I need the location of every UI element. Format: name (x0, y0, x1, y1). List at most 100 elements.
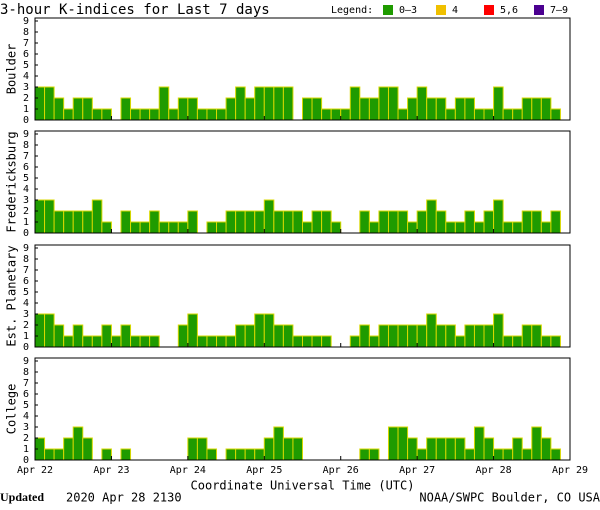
bar (72, 324, 84, 348)
bar (139, 108, 151, 121)
bar (493, 448, 504, 461)
y-tick-label: 0 (23, 115, 29, 126)
bar (282, 324, 294, 348)
plot-frame (34, 130, 571, 234)
y-tick-label: 1 (23, 331, 29, 342)
y-tick-label: 2 (23, 320, 29, 331)
bar (397, 324, 409, 348)
bar (130, 335, 141, 348)
y-tick-label: 9 (23, 243, 29, 254)
x-tick-label: Apr 25 (246, 465, 282, 476)
bar (101, 108, 112, 121)
bar (550, 335, 561, 348)
bar (168, 221, 179, 234)
bar (149, 335, 160, 348)
bar (82, 210, 93, 234)
bar (263, 199, 275, 234)
y-tick-label: 9 (23, 129, 29, 140)
bar (493, 86, 504, 121)
bar (225, 97, 237, 121)
bar (416, 86, 428, 121)
bar (273, 210, 284, 234)
bar (110, 335, 122, 348)
bar (263, 437, 275, 461)
bar (72, 210, 84, 234)
y-tick-label: 4 (23, 411, 29, 422)
bar (273, 426, 284, 461)
bar (254, 313, 265, 348)
bar (464, 210, 475, 234)
bar (196, 437, 208, 461)
bar (44, 199, 55, 234)
bar (407, 221, 418, 234)
bar (531, 324, 542, 348)
bar (53, 97, 65, 121)
x-tick-label: Apr 26 (323, 465, 359, 476)
bar (63, 335, 74, 348)
x-tick-label: Apr 28 (476, 465, 512, 476)
y-tick-label: 0 (23, 342, 29, 353)
y-tick-label: 5 (23, 60, 29, 71)
x-tick-label: Apr 27 (399, 465, 435, 476)
bar (244, 210, 256, 234)
bar (540, 221, 552, 234)
y-tick-label: 4 (23, 298, 29, 309)
plot-frame (34, 17, 571, 121)
bar (235, 448, 246, 461)
y-tick-label: 9 (23, 356, 29, 367)
bar (454, 221, 466, 234)
bar (158, 86, 170, 121)
bar (521, 324, 533, 348)
bar (397, 108, 409, 121)
bar (387, 86, 399, 121)
y-tick-label: 2 (23, 206, 29, 217)
bar (196, 335, 208, 348)
bar (311, 210, 323, 234)
bar (483, 437, 495, 461)
y-axis-label: Est. Planetary (5, 245, 19, 346)
bar (302, 97, 313, 121)
bar (340, 108, 351, 121)
bar (216, 335, 227, 348)
bar (483, 210, 495, 234)
bar (540, 437, 552, 461)
y-tick-label: 1 (23, 104, 29, 115)
bar (464, 448, 475, 461)
bar (550, 448, 561, 461)
legend-swatch (383, 5, 393, 15)
bar (378, 210, 389, 234)
bar (177, 97, 189, 121)
bar (445, 324, 456, 348)
bar (206, 448, 218, 461)
bar (387, 324, 399, 348)
y-axis-label: College (5, 384, 19, 435)
bar (216, 221, 227, 234)
bar (139, 335, 151, 348)
bar (359, 324, 370, 348)
bar (206, 221, 218, 234)
bar (44, 313, 55, 348)
bar (206, 108, 218, 121)
bar (473, 108, 485, 121)
bar (63, 108, 74, 121)
bar (282, 437, 294, 461)
bar (368, 335, 380, 348)
bar (416, 210, 428, 234)
bar (435, 210, 447, 234)
y-tick-label: 8 (23, 27, 29, 38)
bar (44, 86, 55, 121)
bar (378, 324, 389, 348)
bar (368, 221, 380, 234)
bar (540, 335, 552, 348)
bar (235, 86, 246, 121)
bar (263, 313, 275, 348)
bar (101, 448, 112, 461)
bar (359, 448, 370, 461)
plot-frame (34, 357, 571, 461)
y-tick-label: 1 (23, 217, 29, 228)
bar (177, 221, 189, 234)
y-tick-label: 7 (23, 38, 29, 49)
bar (34, 86, 46, 121)
bar (244, 448, 256, 461)
